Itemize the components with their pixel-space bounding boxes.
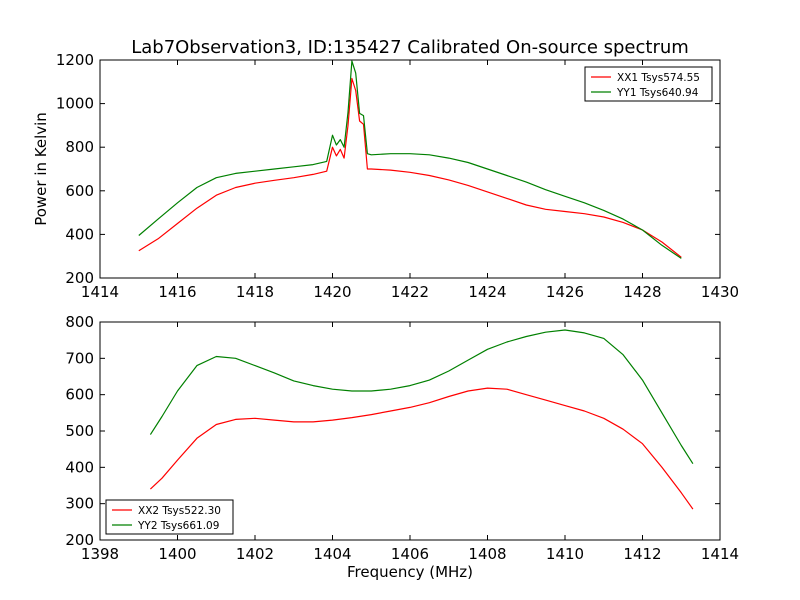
legend-label: XX2 Tsys522.30: [138, 505, 221, 517]
x-tick-label: 1426: [546, 283, 584, 301]
y-tick-label: 200: [65, 531, 94, 549]
x-tick-label: 1408: [468, 545, 506, 563]
chart-title: Lab7Observation3, ID:135427 Calibrated O…: [131, 37, 689, 58]
x-tick-label: 1412: [623, 545, 661, 563]
y-tick-label: 400: [65, 458, 94, 476]
y-tick-label: 1200: [56, 51, 94, 69]
x-tick-label: 1430: [701, 283, 739, 301]
y-tick-label: 400: [65, 225, 94, 243]
legend-label: XX1 Tsys574.55: [617, 72, 700, 84]
y-tick-label: 300: [65, 495, 94, 513]
x-tick-label: 1400: [158, 545, 196, 563]
x-tick-label: 1424: [468, 283, 506, 301]
y-tick-label: 1000: [56, 95, 94, 113]
x-tick-label: 1418: [236, 283, 274, 301]
legend-label: YY2 Tsys661.09: [137, 520, 219, 532]
series-line-1-0: [149, 387, 694, 510]
legend-box: [105, 499, 234, 535]
x-tick-label: 1416: [158, 283, 196, 301]
x-tick-label: 1422: [391, 283, 429, 301]
x-tick-label: 1420: [313, 283, 351, 301]
x-tick-label: 1398: [81, 545, 119, 563]
x-tick-label: 1414: [81, 283, 119, 301]
x-tick-label: 1410: [546, 545, 584, 563]
x-tick-label: 1414: [701, 545, 739, 563]
y-tick-label: 600: [65, 386, 94, 404]
legend: XX1 Tsys574.55 YY1 Tsys640.94: [584, 66, 713, 102]
legend: XX2 Tsys522.30 YY2 Tsys661.09: [105, 499, 234, 535]
series-line-0-1: [138, 60, 682, 259]
y-axis-label: Power in Kelvin: [32, 112, 50, 226]
x-axis-label: Frequency (MHz): [347, 563, 473, 581]
top-spectrum-panel: 1414 1416 1418 1420 1422 1424 1426 1428 1430 200 4…: [56, 51, 739, 301]
y-tick-label: 500: [65, 422, 94, 440]
y-tick-label: 800: [65, 313, 94, 331]
x-tick-label: 1406: [391, 545, 429, 563]
x-tick-label: 1402: [236, 545, 274, 563]
y-tick-label: 800: [65, 138, 94, 156]
series-line-0-0: [138, 77, 682, 258]
y-tick-label: 600: [65, 182, 94, 200]
y-tick-label: 200: [65, 269, 94, 287]
x-tick-label: 1404: [313, 545, 351, 563]
x-tick-label: 1428: [623, 283, 661, 301]
legend-box: [584, 66, 713, 102]
bottom-spectrum-panel: 1398 1400 1402 1404 1406 1408 1410 1412 1414 200 3…: [65, 313, 739, 563]
series-line-1-1: [149, 329, 694, 465]
y-tick-label: 700: [65, 349, 94, 367]
legend-label: YY1 Tsys640.94: [616, 87, 699, 99]
